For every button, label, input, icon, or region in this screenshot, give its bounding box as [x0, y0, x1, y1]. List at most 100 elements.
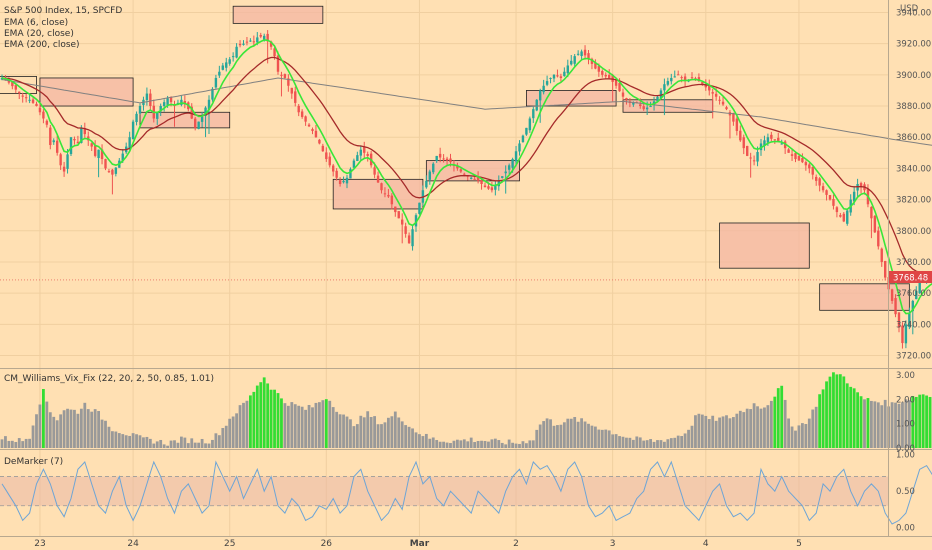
vix-fix-bar[interactable]: [749, 409, 753, 448]
candle[interactable]: [18, 91, 21, 94]
vix-fix-bar[interactable]: [290, 402, 294, 448]
candle[interactable]: [249, 40, 252, 42]
vix-fix-bar[interactable]: [714, 420, 718, 448]
vix-fix-bar[interactable]: [880, 405, 884, 448]
vix-fix-bar[interactable]: [14, 441, 18, 448]
vix-fix-bar[interactable]: [597, 429, 601, 448]
candle[interactable]: [31, 99, 35, 103]
candle[interactable]: [880, 248, 883, 262]
vix-fix-bar[interactable]: [462, 439, 466, 448]
candle[interactable]: [852, 191, 856, 202]
vix-fix-bar[interactable]: [849, 386, 853, 448]
vix-fix-bar[interactable]: [680, 436, 684, 448]
candle[interactable]: [176, 102, 180, 104]
candle[interactable]: [114, 167, 118, 174]
vix-fix-bar[interactable]: [787, 418, 790, 448]
candle[interactable]: [487, 186, 490, 189]
vix-fix-bar[interactable]: [286, 405, 290, 448]
demarker-line[interactable]: [1, 460, 932, 525]
candle[interactable]: [908, 312, 911, 327]
vix-fix-bar[interactable]: [159, 439, 163, 448]
candle[interactable]: [335, 170, 338, 178]
candle[interactable]: [397, 211, 400, 219]
candle[interactable]: [325, 152, 328, 160]
vix-fix-bar[interactable]: [321, 400, 325, 448]
candle[interactable]: [507, 165, 511, 170]
vix-fix-bar[interactable]: [111, 431, 114, 448]
vix-fix-bar[interactable]: [535, 429, 539, 448]
candle[interactable]: [839, 215, 842, 217]
candle[interactable]: [739, 130, 742, 141]
candle[interactable]: [80, 127, 83, 143]
vix-fix-bar[interactable]: [635, 436, 639, 448]
candle[interactable]: [821, 186, 825, 191]
candle[interactable]: [590, 58, 594, 64]
vix-fix-bar[interactable]: [307, 404, 311, 448]
candle[interactable]: [418, 202, 421, 214]
candle[interactable]: [145, 93, 149, 101]
candle[interactable]: [770, 134, 773, 139]
candle[interactable]: [290, 87, 293, 94]
candle[interactable]: [911, 300, 914, 312]
vix-fix-bar[interactable]: [845, 383, 849, 448]
candle[interactable]: [797, 156, 801, 161]
candle[interactable]: [677, 74, 680, 76]
vix-fix-bar[interactable]: [90, 411, 94, 448]
vix-fix-bar[interactable]: [318, 402, 321, 448]
candle[interactable]: [411, 229, 414, 247]
vix-fix-bar[interactable]: [245, 400, 249, 448]
vix-fix-bar[interactable]: [811, 409, 815, 448]
vix-fix-bar[interactable]: [611, 434, 615, 448]
candle[interactable]: [463, 173, 466, 175]
candle[interactable]: [159, 106, 162, 112]
candle[interactable]: [435, 155, 438, 161]
candle[interactable]: [663, 84, 666, 91]
candle[interactable]: [721, 101, 725, 105]
candle[interactable]: [559, 76, 563, 78]
vix-fix-bar[interactable]: [204, 443, 207, 448]
vix-fix-bar[interactable]: [659, 440, 663, 448]
candle[interactable]: [480, 180, 483, 184]
vix-fix-bar[interactable]: [369, 417, 373, 448]
vix-fix-bar[interactable]: [487, 441, 490, 448]
candle[interactable]: [373, 167, 376, 175]
vix-fix-bar[interactable]: [600, 429, 604, 448]
vix-fix-bar[interactable]: [428, 438, 432, 448]
candle[interactable]: [28, 99, 31, 101]
vix-fix-bar[interactable]: [566, 418, 570, 448]
vix-fix-bar[interactable]: [338, 414, 342, 448]
vix-fix-bar[interactable]: [825, 381, 828, 448]
vix-fix-bar[interactable]: [490, 439, 494, 448]
vix-fix-bar[interactable]: [390, 416, 394, 448]
candle[interactable]: [549, 77, 552, 79]
vix-fix-bar[interactable]: [452, 440, 456, 448]
candle[interactable]: [832, 198, 835, 206]
vix-fix-bar[interactable]: [186, 443, 190, 448]
vix-fix-bar[interactable]: [614, 434, 618, 448]
candle[interactable]: [287, 78, 290, 86]
candle[interactable]: [338, 180, 342, 184]
candle[interactable]: [711, 92, 714, 94]
vix-fix-bar[interactable]: [763, 407, 766, 448]
candle[interactable]: [256, 37, 259, 43]
vix-fix-bar[interactable]: [190, 438, 194, 448]
candle[interactable]: [366, 154, 369, 156]
candle[interactable]: [273, 48, 276, 57]
vix-fix-bar[interactable]: [476, 440, 480, 448]
candle[interactable]: [307, 124, 311, 127]
candle[interactable]: [131, 121, 135, 140]
candle[interactable]: [200, 115, 204, 122]
vix-fix-bar[interactable]: [249, 395, 252, 448]
candle[interactable]: [42, 111, 45, 119]
candle[interactable]: [780, 143, 783, 145]
vix-fix-bar[interactable]: [507, 439, 511, 448]
candle[interactable]: [749, 157, 752, 159]
candle[interactable]: [645, 107, 649, 110]
vix-fix-bar[interactable]: [114, 431, 118, 448]
candle[interactable]: [632, 102, 635, 105]
vix-fix-bar[interactable]: [138, 435, 142, 448]
vix-fix-bar[interactable]: [673, 437, 677, 448]
vix-fix-bar[interactable]: [355, 424, 359, 448]
vix-fix-bar[interactable]: [732, 417, 735, 448]
vix-fix-bar[interactable]: [93, 409, 97, 448]
